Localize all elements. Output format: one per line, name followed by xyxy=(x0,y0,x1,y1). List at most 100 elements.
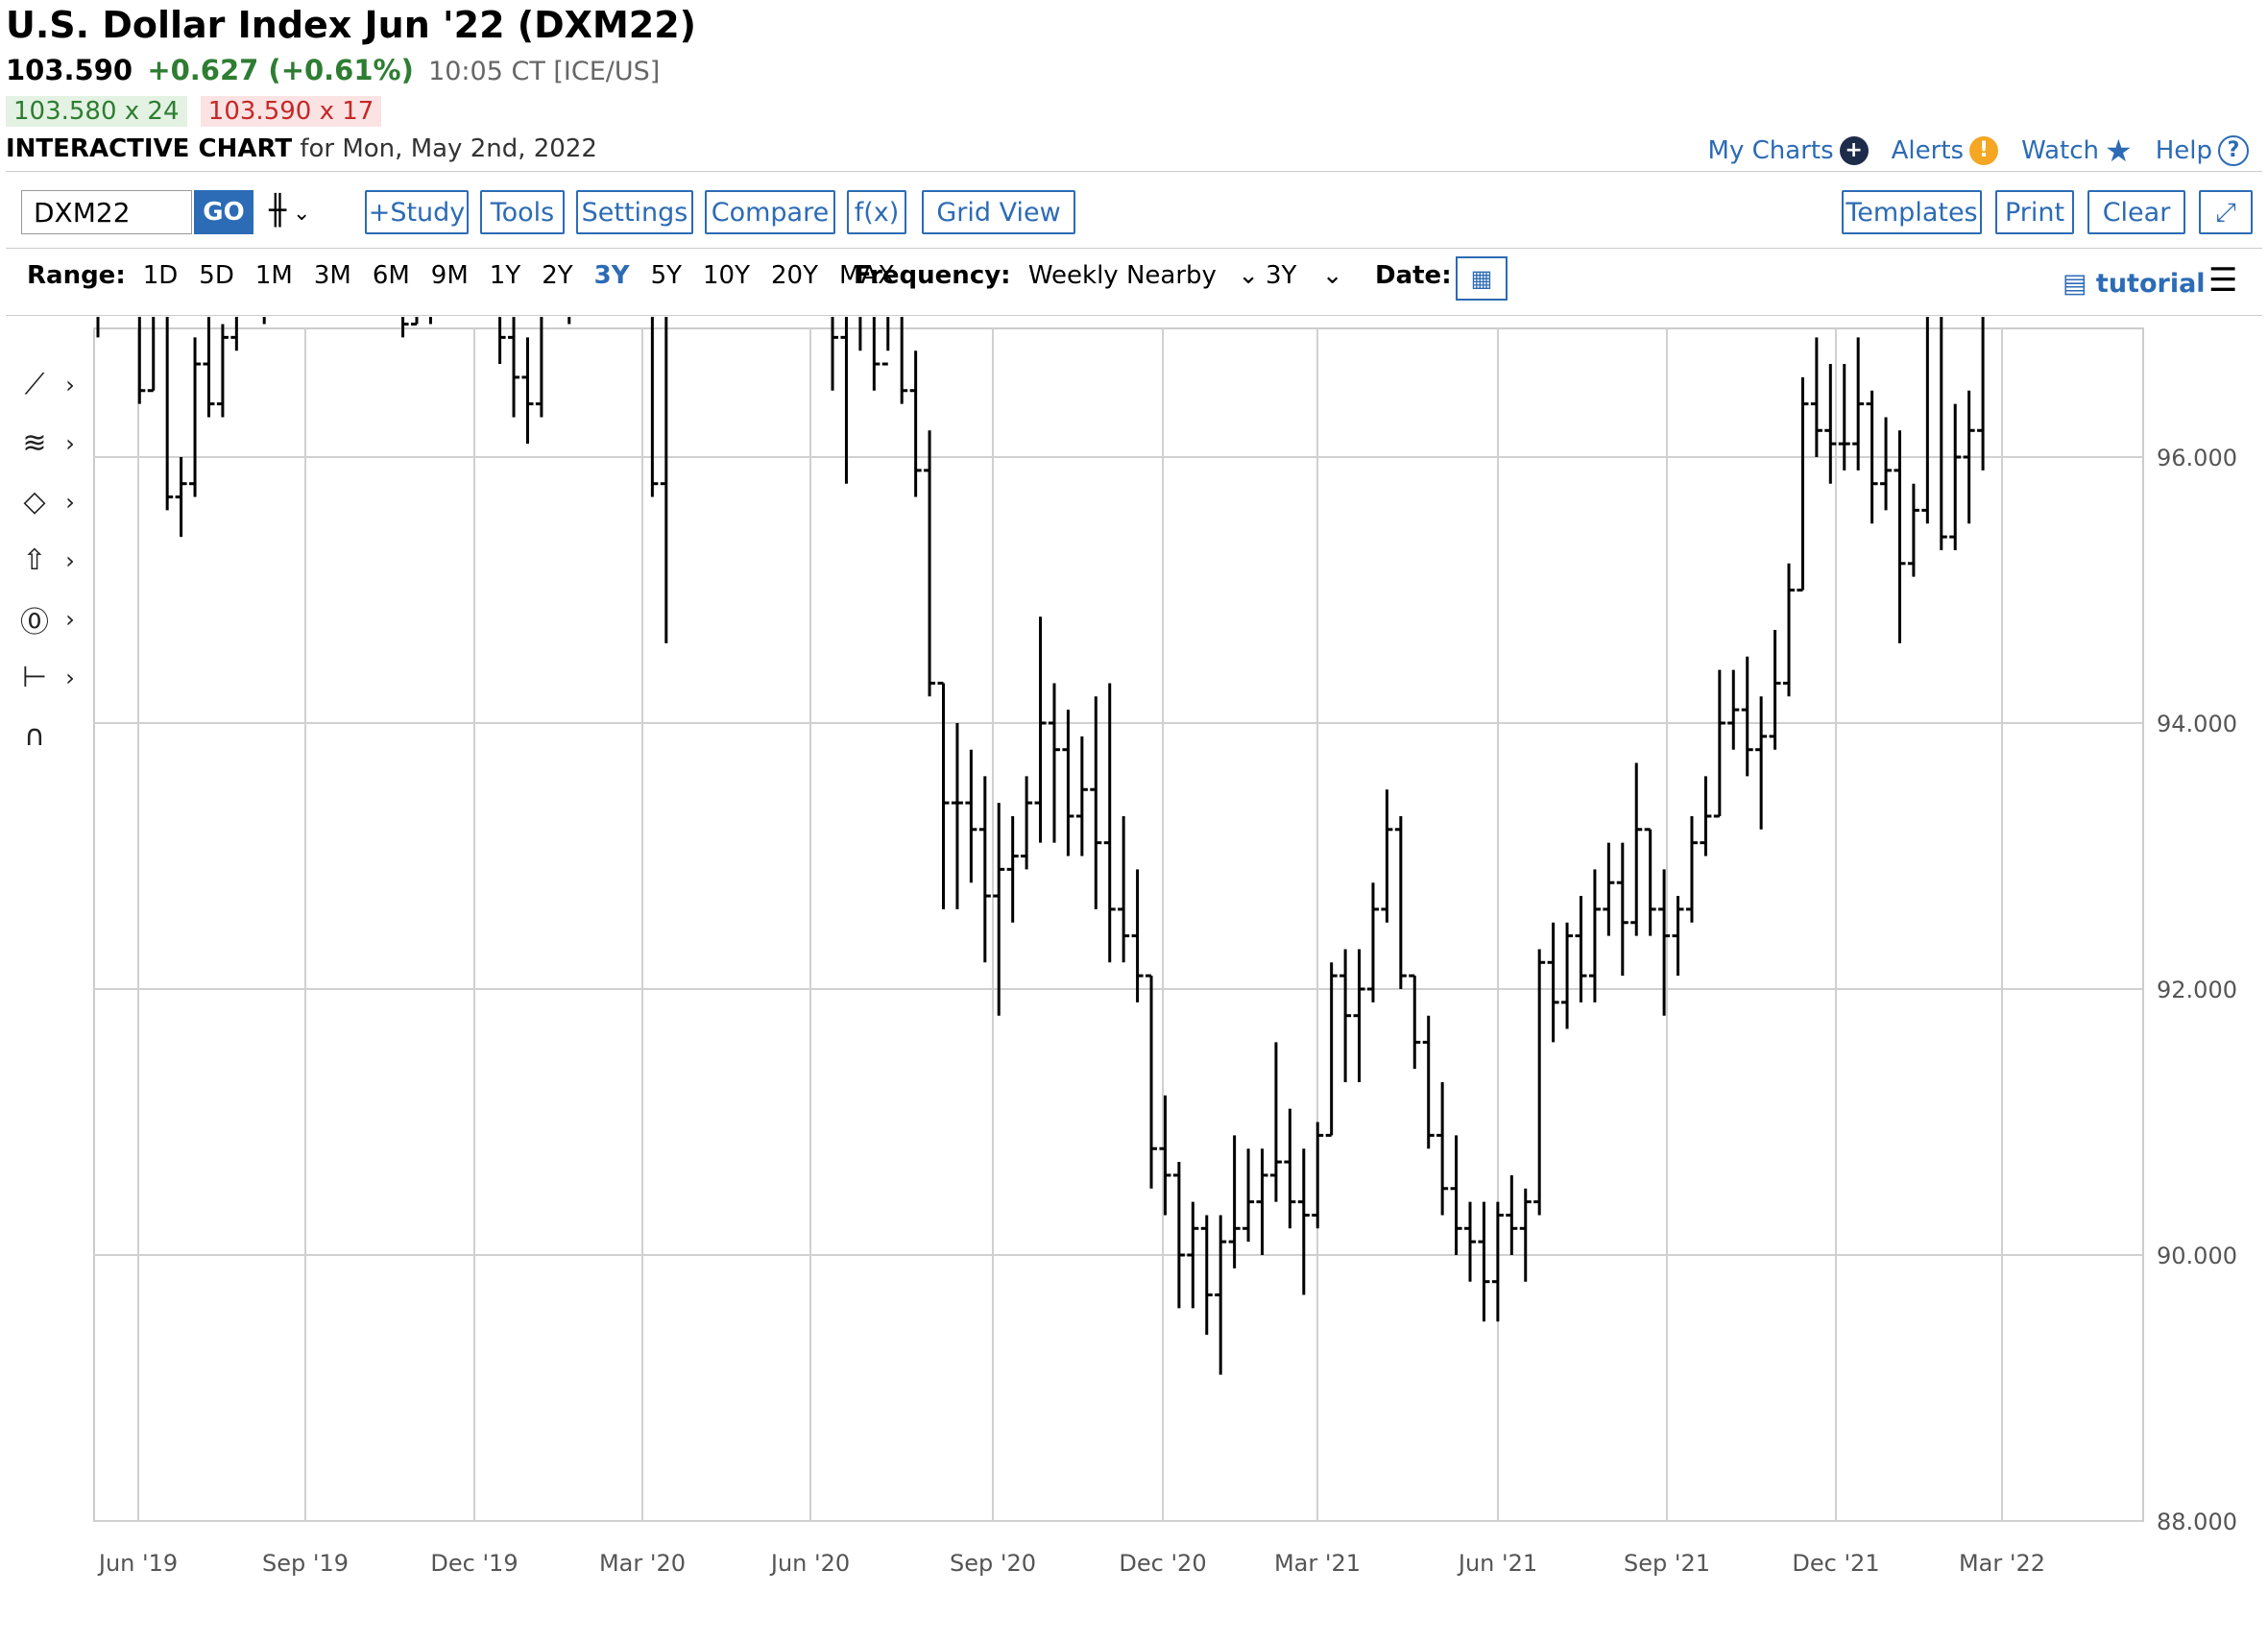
ohlc-bar xyxy=(401,317,409,338)
chevron-down-icon: ⌄ xyxy=(286,202,311,226)
templates-button[interactable]: Templates xyxy=(1842,190,1982,234)
line-tool-icon: ⟋ xyxy=(24,368,45,401)
ohlc-bar xyxy=(410,317,419,326)
chevron-right-icon: › xyxy=(65,546,75,574)
range-2y[interactable]: 2Y xyxy=(542,261,573,290)
tool-arrow[interactable]: ⇧ › xyxy=(13,531,84,590)
ohlc-bar xyxy=(1284,1108,1296,1229)
tool-fib[interactable]: ≋ › xyxy=(13,414,84,472)
chevron-right-icon: › xyxy=(65,605,75,633)
ohlc-bar xyxy=(1478,1201,1490,1322)
y-tick-label: 90.000 xyxy=(2157,1243,2237,1269)
ohlc-bar xyxy=(521,337,534,445)
tool-magnet[interactable]: ∩ xyxy=(13,707,84,765)
ohlc-bar xyxy=(1409,974,1421,1070)
ohlc-bar xyxy=(900,317,908,404)
symbol-input[interactable]: DXM22 xyxy=(21,190,192,234)
ohlc-bar xyxy=(1034,616,1047,843)
ohlc-bar xyxy=(165,317,174,511)
x-tick-label: Sep '19 xyxy=(262,1550,349,1577)
calendar-icon[interactable]: ▦ xyxy=(1456,256,1508,301)
top-links: My Charts + Alerts ! Watch ★ Help ? xyxy=(1708,133,2249,169)
ohlc-bar xyxy=(650,317,659,497)
chart-label: INTERACTIVE CHART xyxy=(6,134,293,163)
hamburger-menu-icon[interactable]: ☰ xyxy=(2208,261,2238,300)
tool-measure[interactable]: ⊢ › xyxy=(13,648,84,707)
clear-button[interactable]: Clear xyxy=(2087,190,2185,234)
go-button[interactable]: GO xyxy=(194,190,253,234)
ohlc-bar xyxy=(1146,974,1158,1189)
range-bar: Range: 1D 5D 1M 3M 6M 9M 1Y 2Y 3Y 5Y 10Y… xyxy=(27,261,916,290)
ohlc-bar xyxy=(1325,962,1338,1137)
range-max[interactable]: MAX xyxy=(838,261,895,290)
y-tick-label: 88.000 xyxy=(2157,1509,2237,1535)
range-10y[interactable]: 10Y xyxy=(703,261,750,290)
ohlc-bar xyxy=(978,776,991,963)
alert-icon: ! xyxy=(1969,136,1999,165)
y-tick-label: 94.000 xyxy=(2157,711,2237,737)
film-icon: ▤ xyxy=(2063,269,2087,299)
ohlc-bar xyxy=(951,723,963,909)
range-1y[interactable]: 1Y xyxy=(489,261,521,290)
range-5y[interactable]: 5Y xyxy=(650,261,683,290)
expand-icon[interactable]: ⤢ xyxy=(2199,190,2253,234)
frequency-select[interactable]: Frequency: Weekly Nearby ⌄ xyxy=(855,261,1259,290)
range-6m[interactable]: 6M xyxy=(372,261,410,290)
range-1m[interactable]: 1M xyxy=(254,261,293,290)
alerts-link[interactable]: Alerts ! xyxy=(1892,136,1999,165)
bar-type-dropdown[interactable]: ╫ ⌄ xyxy=(269,194,311,228)
ohlc-bar xyxy=(909,350,922,497)
ohlc-bar xyxy=(1062,710,1074,857)
ohlc-bar xyxy=(1297,1148,1310,1295)
print-button[interactable]: Print xyxy=(1995,190,2074,234)
tool-shape[interactable]: ◇ › xyxy=(13,472,84,531)
price-chart[interactable]: 104.000102.000100.00098.00096.00094.0009… xyxy=(0,317,2268,1642)
x-tick-label: Mar '20 xyxy=(599,1550,686,1577)
range-3y[interactable]: 3Y xyxy=(593,261,630,290)
ohlc-bar xyxy=(1159,1095,1171,1216)
frequency-label: Frequency: xyxy=(855,261,1011,290)
ohlc-bar xyxy=(1575,896,1587,1002)
tool-annotation[interactable]: ⓪ › xyxy=(13,590,84,648)
range-5d[interactable]: 5D xyxy=(199,261,234,290)
ohlc-bar xyxy=(1866,390,1878,524)
ohlc-bar xyxy=(1228,1135,1241,1268)
tutorial-link[interactable]: ▤ tutorial xyxy=(2063,269,2206,299)
ohlc-bar xyxy=(428,317,432,325)
ohlc-bar xyxy=(1436,1081,1449,1216)
ohlc-bar xyxy=(1353,949,1365,1082)
range-20y[interactable]: 20Y xyxy=(770,261,818,290)
watch-link[interactable]: Watch ★ xyxy=(2021,133,2133,169)
ohlc-bar xyxy=(1006,815,1019,923)
range-9m[interactable]: 9M xyxy=(430,261,469,290)
ohlc-bar xyxy=(872,317,881,391)
help-icon: ? xyxy=(2218,135,2249,166)
quote-time: 10:05 CT [ICE/US] xyxy=(428,57,661,86)
ohlc-bar xyxy=(1243,1148,1255,1243)
chevron-right-icon: › xyxy=(65,488,75,516)
help-link[interactable]: Help ? xyxy=(2156,135,2249,166)
settings-button[interactable]: Settings xyxy=(576,190,693,234)
ohlc-bar xyxy=(1491,1201,1504,1322)
bid-ask: 103.580 x 24 103.590 x 17 xyxy=(6,96,382,127)
period-select[interactable]: 3Y ⌄ xyxy=(1266,261,1343,290)
study-button[interactable]: +Study xyxy=(365,190,469,234)
chevron-right-icon: › xyxy=(65,371,75,398)
ohlc-bar xyxy=(1312,1122,1324,1229)
ohlc-bar xyxy=(1700,776,1712,857)
ohlc-bar xyxy=(203,317,215,418)
tool-line[interactable]: ⟋ › xyxy=(13,355,84,414)
tools-button[interactable]: Tools xyxy=(480,190,565,234)
grid-view-button[interactable]: Grid View xyxy=(922,190,1075,234)
watch-label: Watch xyxy=(2021,136,2100,165)
fx-button[interactable]: f(x) xyxy=(847,190,906,234)
ohlc-bar xyxy=(1021,776,1033,870)
range-1d[interactable]: 1D xyxy=(142,261,179,290)
quote-line: 103.590 +0.627 (+0.61%) 10:05 CT [ICE/US… xyxy=(6,54,660,86)
ohlc-bar xyxy=(1921,317,1929,524)
ohlc-bar xyxy=(1172,1162,1185,1309)
ohlc-bar xyxy=(1561,922,1574,1029)
range-3m[interactable]: 3M xyxy=(313,261,351,290)
compare-button[interactable]: Compare xyxy=(705,190,835,234)
my-charts-link[interactable]: My Charts + xyxy=(1708,136,1869,165)
